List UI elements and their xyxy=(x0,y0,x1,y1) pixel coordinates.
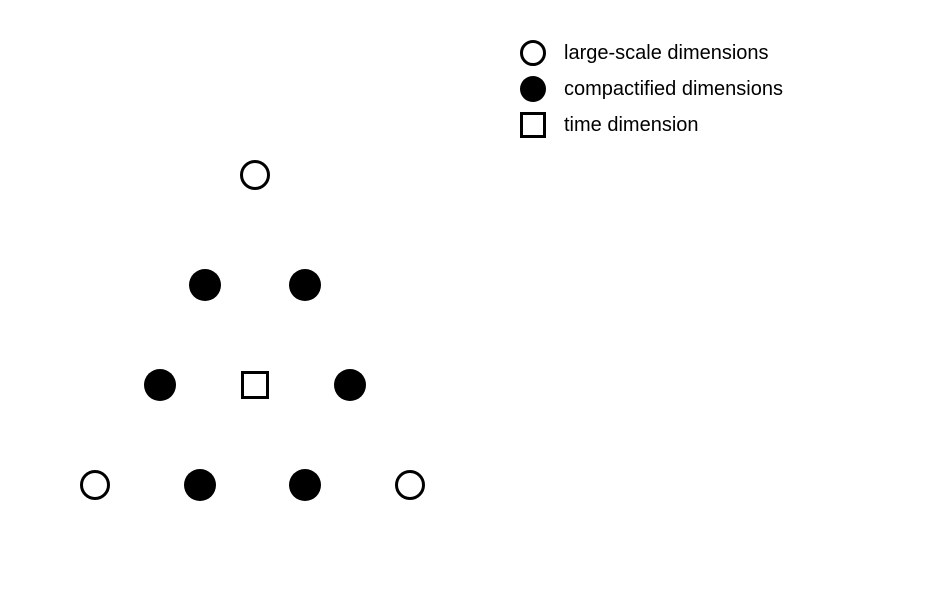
legend-row: time dimension xyxy=(520,112,783,138)
time-dimension-node xyxy=(241,371,269,399)
compactified-dimension-node xyxy=(289,269,321,301)
legend-square-icon xyxy=(520,112,546,138)
compactified-dimension-node xyxy=(289,469,321,501)
large-scale-dimension-node xyxy=(395,470,425,500)
legend-label: large-scale dimensions xyxy=(564,42,769,65)
legend-label: time dimension xyxy=(564,114,699,137)
large-scale-dimension-node xyxy=(240,160,270,190)
compactified-dimension-node xyxy=(189,269,221,301)
compactified-dimension-node xyxy=(334,369,366,401)
legend: large-scale dimensions compactified dimen… xyxy=(520,40,783,148)
legend-open-circle-icon xyxy=(520,40,546,66)
legend-row: compactified dimensions xyxy=(520,76,783,102)
compactified-dimension-node xyxy=(184,469,216,501)
legend-label: compactified dimensions xyxy=(564,78,783,101)
compactified-dimension-node xyxy=(144,369,176,401)
legend-row: large-scale dimensions xyxy=(520,40,783,66)
legend-filled-circle-icon xyxy=(520,76,546,102)
large-scale-dimension-node xyxy=(80,470,110,500)
diagram-canvas: large-scale dimensions compactified dimen… xyxy=(0,0,928,590)
